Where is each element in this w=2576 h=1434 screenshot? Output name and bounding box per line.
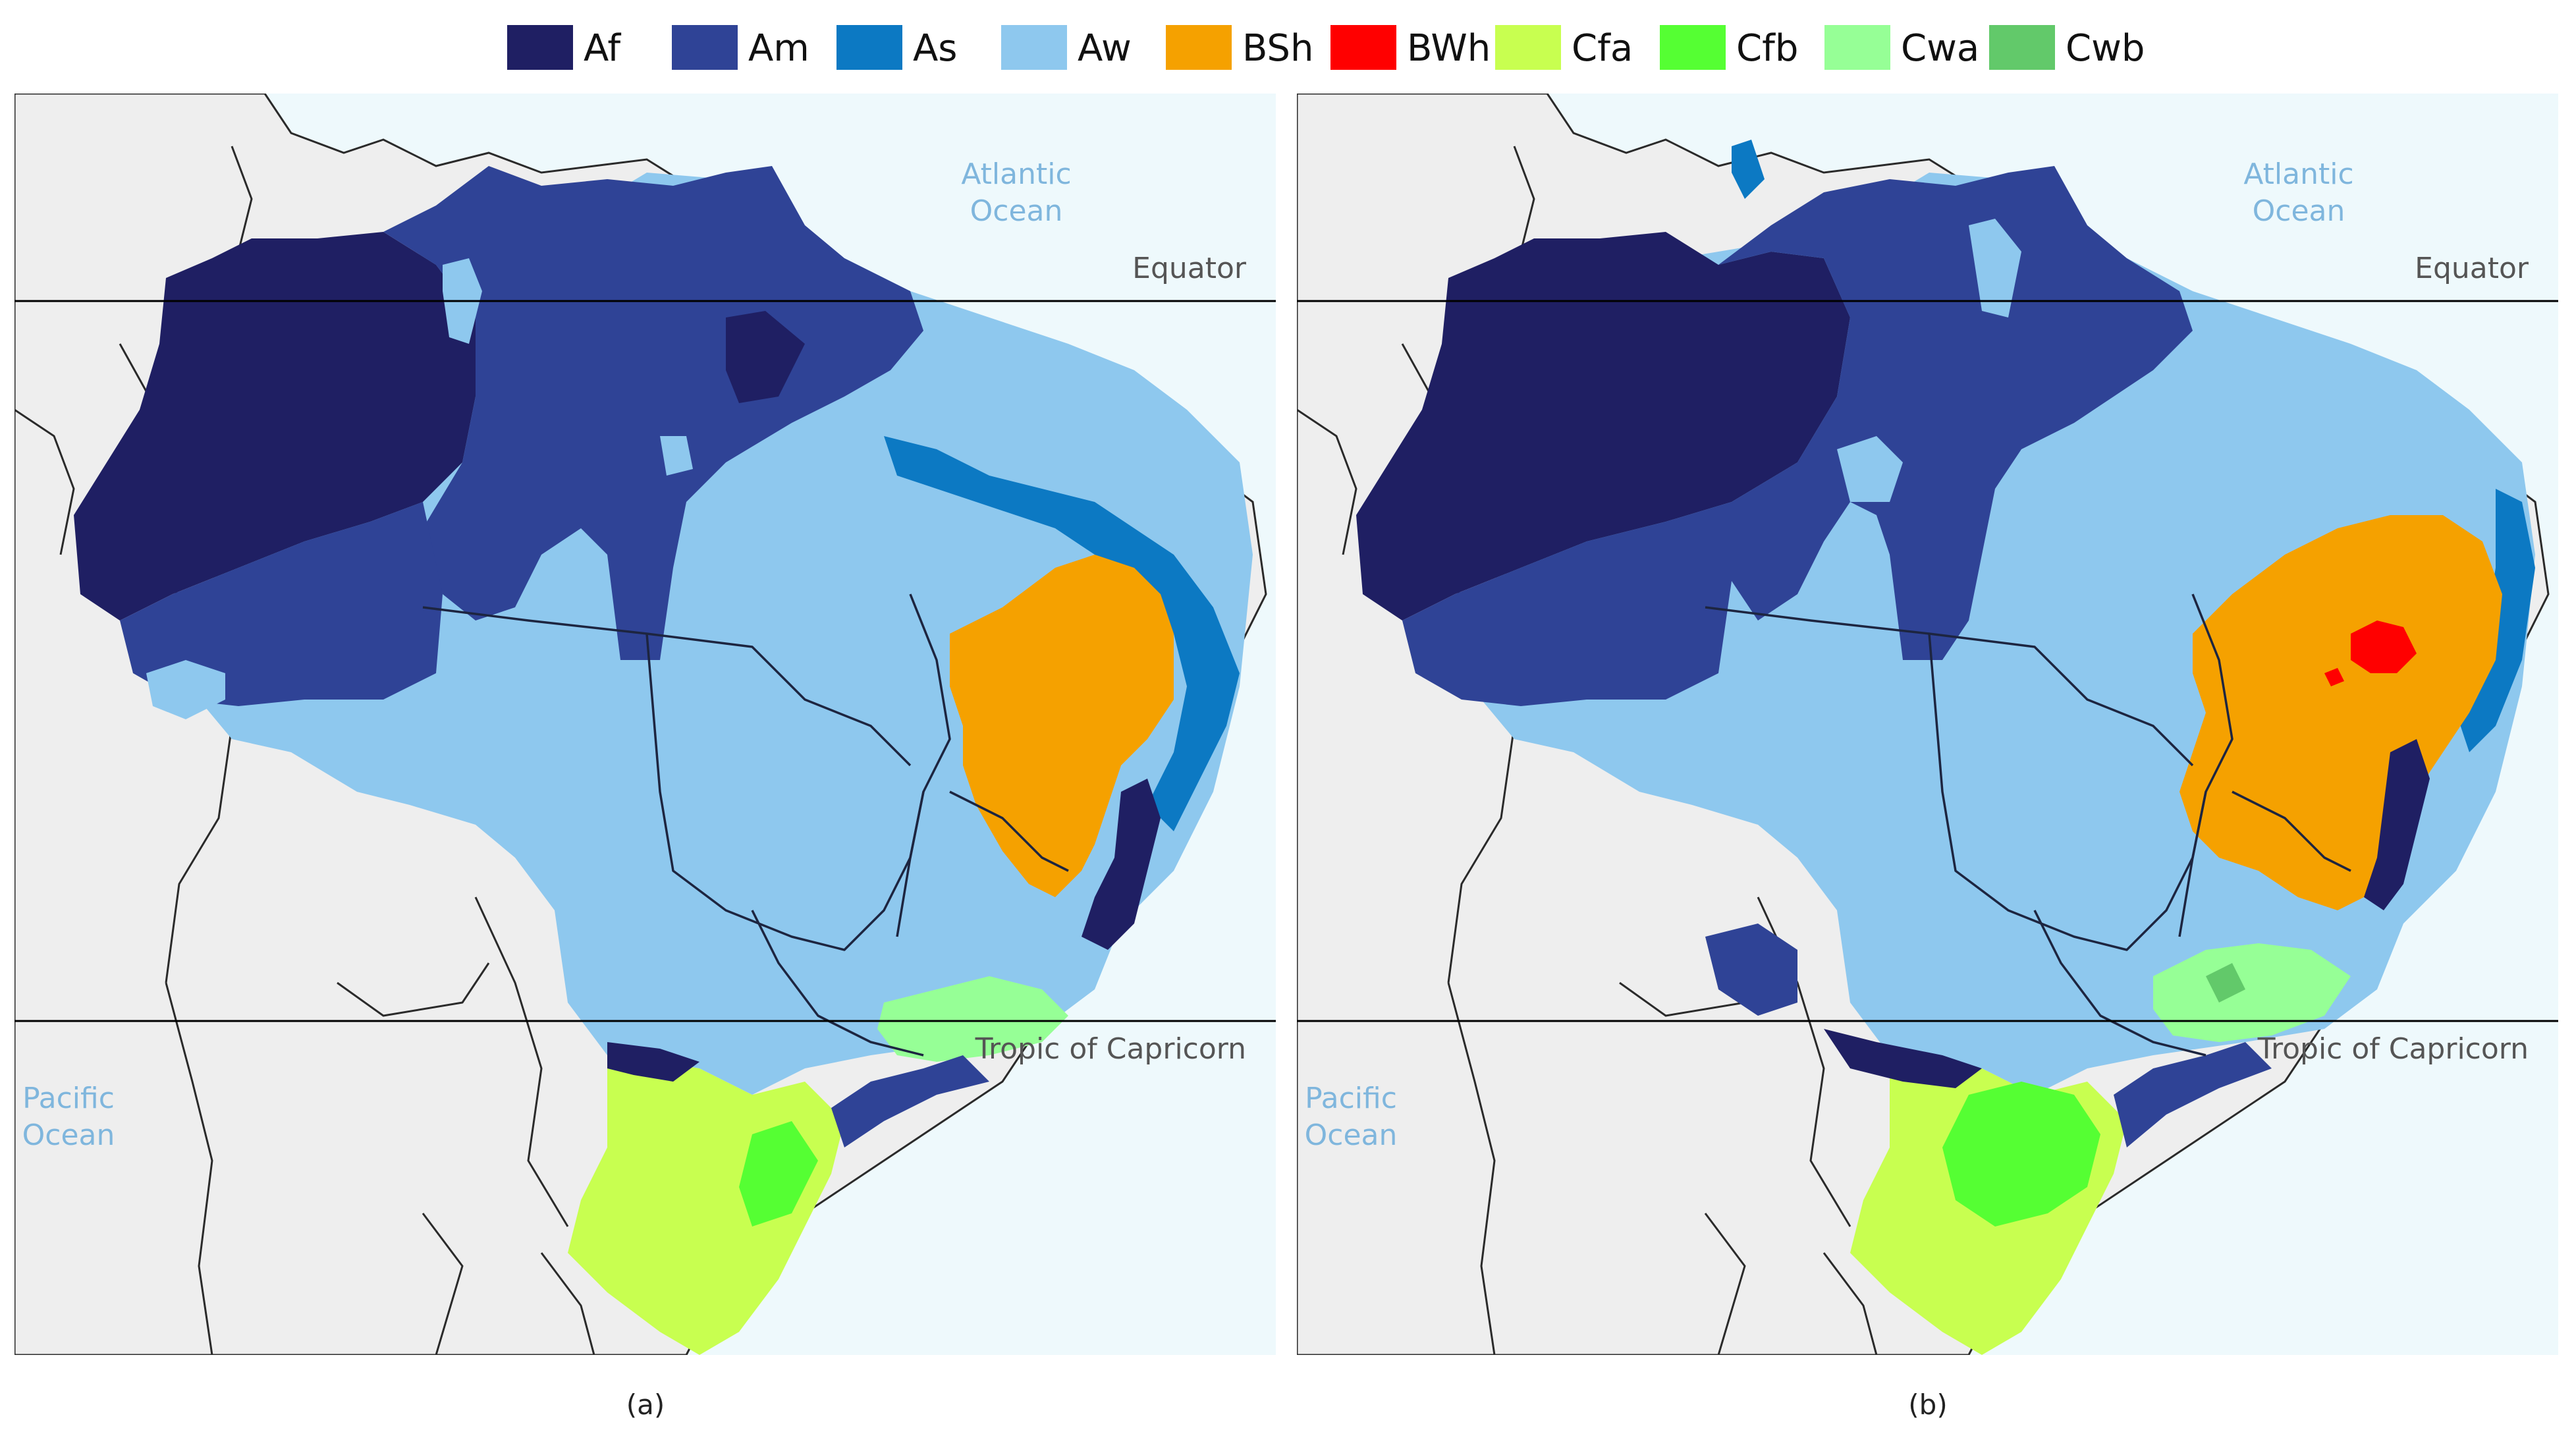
zone-cfb bbox=[1942, 1082, 2100, 1227]
equator-label: Equator bbox=[1132, 252, 1247, 285]
atlantic-label-line1: Atlantic bbox=[2243, 157, 2353, 191]
brazil-climate-map bbox=[74, 166, 1253, 1355]
atlantic-label-line2: Ocean bbox=[2253, 194, 2345, 228]
zone-aw-west bbox=[146, 660, 225, 719]
zone-bwh-small bbox=[2324, 668, 2344, 686]
panel-label-b: (b) bbox=[1908, 1389, 1947, 1421]
zone-af-south bbox=[1824, 1029, 1982, 1088]
pacific-ocean-label: Pacific Ocean bbox=[1305, 1082, 1398, 1152]
zone-af-south bbox=[607, 1042, 699, 1082]
zone-as-northeast bbox=[884, 436, 1240, 831]
zone-am-sw bbox=[1705, 924, 1797, 1016]
legend-label-bwh: BWh bbox=[1407, 27, 1491, 70]
zone-af-amapa bbox=[726, 311, 805, 403]
legend-item-bwh: BWh bbox=[1330, 25, 1491, 70]
pacific-ocean-label: Pacific Ocean bbox=[22, 1082, 115, 1152]
zone-cwa bbox=[877, 976, 1068, 1062]
legend-swatch-cwb bbox=[1989, 25, 2055, 70]
zone-bsh bbox=[2179, 515, 2502, 910]
zone-af-coast bbox=[2364, 739, 2430, 910]
zone-af bbox=[1356, 232, 1850, 620]
legend-item-cfa: Cfa bbox=[1495, 25, 1633, 70]
map-panel-a: Atlantic Ocean Equator Tropic of Caprico… bbox=[14, 94, 1276, 1421]
zone-am-south bbox=[1402, 502, 1732, 706]
zone-af bbox=[74, 232, 476, 620]
pacific-label-line1: Pacific bbox=[22, 1082, 115, 1115]
legend-label-aw: Aw bbox=[1078, 27, 1132, 70]
legend-swatch-am bbox=[672, 25, 738, 70]
pacific-label-line1: Pacific bbox=[1305, 1082, 1397, 1115]
panel-label-a: (a) bbox=[626, 1389, 665, 1421]
legend-swatch-af bbox=[507, 25, 573, 70]
legend-item-am: Am bbox=[672, 25, 809, 70]
zone-am-north bbox=[383, 166, 923, 660]
legend-swatch-bwh bbox=[1330, 25, 1396, 70]
atlantic-ocean-label: Atlantic Ocean bbox=[961, 157, 1071, 228]
zone-bsh bbox=[950, 555, 1174, 897]
equator-label: Equator bbox=[2415, 252, 2529, 285]
legend-label-af: Af bbox=[584, 27, 621, 70]
zone-cwb bbox=[2206, 963, 2245, 1003]
zone-am-south bbox=[120, 502, 443, 706]
legend-swatch-cfb bbox=[1660, 25, 1726, 70]
legend-item-af: Af bbox=[507, 25, 621, 70]
legend-item-bsh: BSh bbox=[1166, 25, 1313, 70]
country-borders bbox=[14, 146, 595, 1355]
zone-am-coast-south bbox=[831, 1055, 989, 1147]
legend-swatch-bsh bbox=[1166, 25, 1232, 70]
legend-label-cwb: Cwb bbox=[2066, 27, 2145, 70]
legend-label-bsh: BSh bbox=[1242, 27, 1313, 70]
legend-label-cfb: Cfb bbox=[1736, 27, 1798, 70]
state-borders bbox=[422, 593, 1069, 1057]
legend-swatch-aw bbox=[1001, 25, 1067, 70]
zone-aw-marajo bbox=[660, 436, 693, 476]
climate-legend: Af Am As Aw BSh BWh Cfa Cfb Cwa Cwb bbox=[507, 25, 2145, 70]
atlantic-label-line1: Atlantic bbox=[961, 157, 1071, 191]
legend-label-am: Am bbox=[748, 27, 809, 70]
zone-aw-north-strip bbox=[1969, 219, 2021, 317]
legend-swatch-as bbox=[836, 25, 902, 70]
legend-swatch-cfa bbox=[1495, 25, 1561, 70]
zone-aw-amazon bbox=[1837, 436, 1903, 502]
pacific-label-line2: Ocean bbox=[22, 1118, 115, 1152]
legend-item-cwb: Cwb bbox=[1989, 25, 2145, 70]
zone-am-coast-south bbox=[2114, 1042, 2272, 1147]
legend-label-cfa: Cfa bbox=[1572, 27, 1633, 70]
zone-cfb bbox=[739, 1121, 818, 1227]
zone-am-north bbox=[1718, 166, 2193, 660]
atlantic-ocean-label: Atlantic Ocean bbox=[2243, 157, 2353, 228]
legend-item-aw: Aw bbox=[1001, 25, 1132, 70]
state-borders bbox=[1705, 593, 2351, 1057]
legend-label-as: As bbox=[913, 27, 957, 70]
zone-af-coast bbox=[1082, 779, 1161, 950]
zone-bwh bbox=[2351, 620, 2417, 673]
atlantic-label-line2: Ocean bbox=[970, 194, 1063, 228]
zone-cwa bbox=[2153, 943, 2351, 1042]
legend-item-cfb: Cfb bbox=[1660, 25, 1798, 70]
legend-item-as: As bbox=[836, 25, 957, 70]
legend-swatch-cwa bbox=[1824, 25, 1890, 70]
tropic-label: Tropic of Capricorn bbox=[2257, 1032, 2529, 1066]
legend-label-cwa: Cwa bbox=[1901, 27, 1979, 70]
tropic-label: Tropic of Capricorn bbox=[975, 1032, 1246, 1066]
zone-as-roraima bbox=[1732, 140, 1765, 199]
brazil-climate-map bbox=[1356, 140, 2535, 1355]
pacific-label-line2: Ocean bbox=[1305, 1118, 1398, 1152]
map-panel-b: Atlantic Ocean Equator Tropic of Caprico… bbox=[1297, 94, 2558, 1421]
legend-item-cwa: Cwa bbox=[1824, 25, 1979, 70]
